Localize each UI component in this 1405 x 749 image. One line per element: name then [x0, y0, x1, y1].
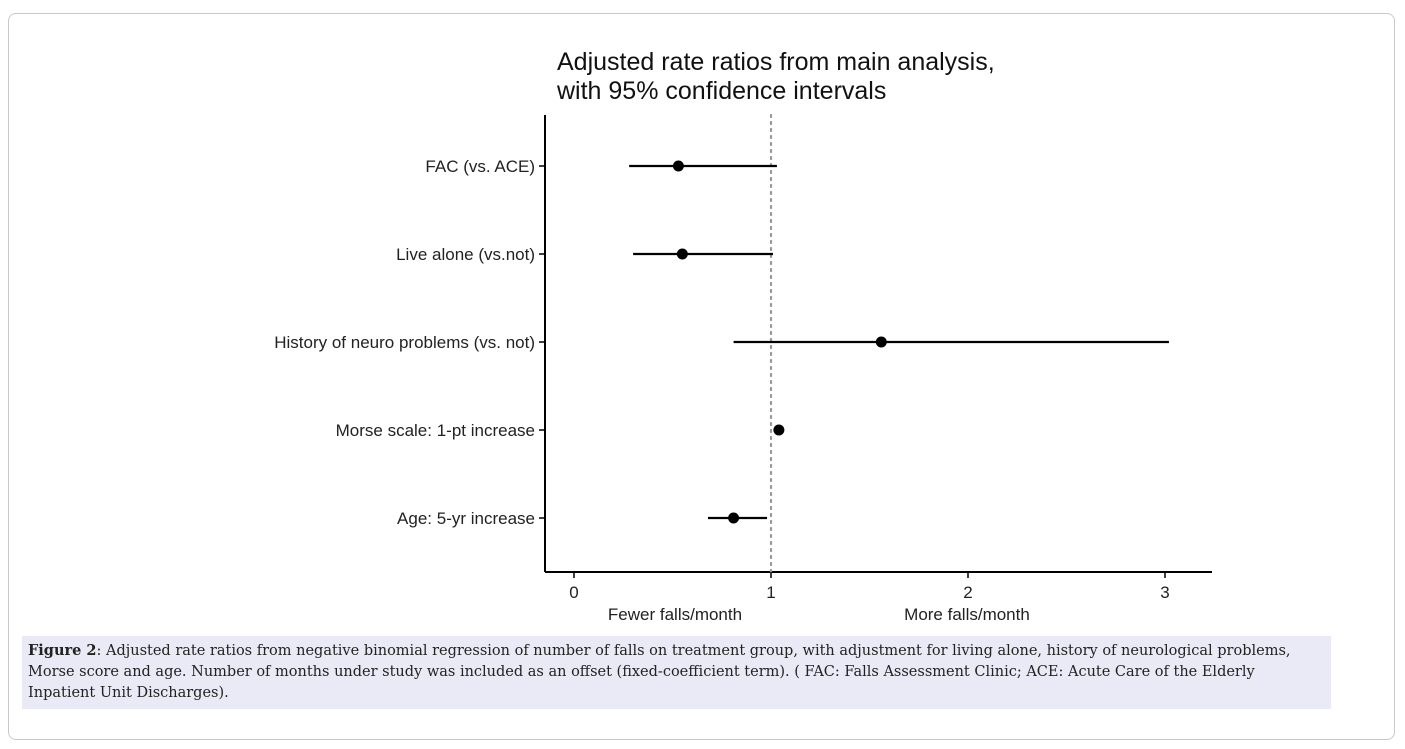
y-tick-label-2: History of neuro problems (vs. not) — [274, 333, 535, 352]
y-tick-label-1: Live alone (vs.not) — [396, 245, 535, 264]
x-note-fewer-falls: Fewer falls/month — [608, 605, 742, 624]
y-tick-label-3: Morse scale: 1-pt increase — [336, 421, 535, 440]
forest-plot: Adjusted rate ratios from main analysis,… — [274, 48, 1212, 624]
x-note-more-falls: More falls/month — [904, 605, 1030, 624]
caption-label: Figure 2 — [28, 642, 97, 659]
figure-frame — [8, 13, 1395, 740]
estimate-point-3 — [773, 424, 785, 436]
y-tick-label-0: FAC (vs. ACE) — [425, 157, 535, 176]
x-tick-label-2: 2 — [963, 583, 972, 602]
estimate-point-4 — [728, 512, 740, 524]
estimate-point-0 — [672, 160, 684, 172]
estimate-point-2 — [875, 336, 887, 348]
estimate-point-1 — [676, 248, 688, 260]
x-tick-label-0: 0 — [569, 583, 578, 602]
figure-caption: Figure 2: Adjusted rate ratios from nega… — [22, 636, 1331, 709]
caption-text: : Adjusted rate ratios from negative bin… — [28, 643, 1291, 701]
y-tick-label-4: Age: 5-yr increase — [397, 509, 535, 528]
chart-title-line-1: Adjusted rate ratios from main analysis, — [557, 48, 995, 76]
chart-title-line-2: with 95% confidence intervals — [556, 77, 886, 105]
x-tick-label-1: 1 — [766, 583, 775, 602]
x-tick-label-3: 3 — [1160, 583, 1169, 602]
